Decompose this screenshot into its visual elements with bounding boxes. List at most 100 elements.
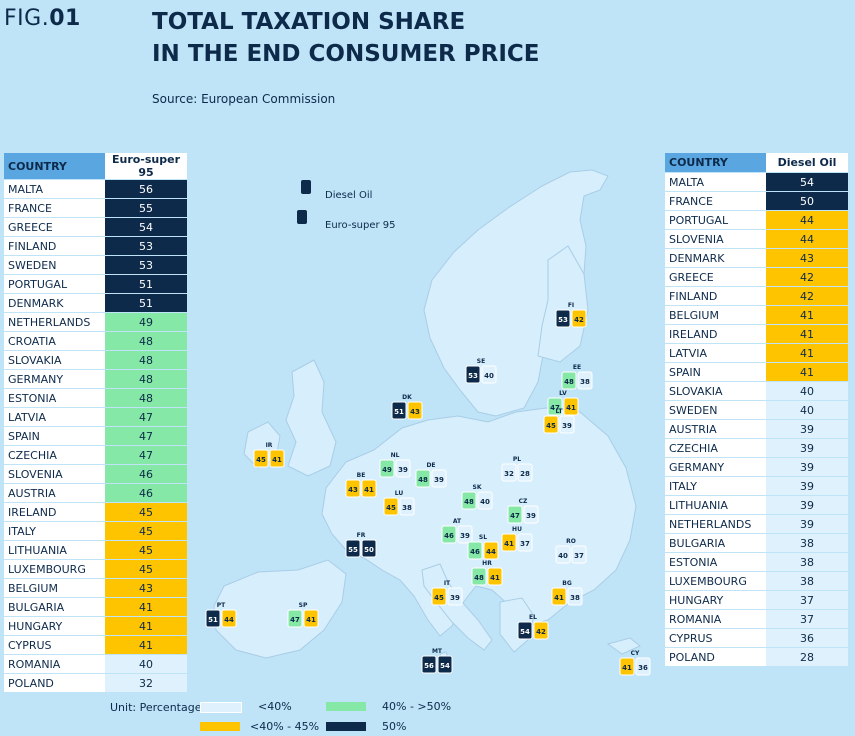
table-row: LITHUANIA 45 bbox=[4, 540, 187, 560]
diesel-pump-hu: 37 bbox=[517, 533, 533, 552]
country-name: ITALY bbox=[665, 476, 766, 496]
pump-value: 51 bbox=[394, 408, 404, 416]
country-name: BULGARIA bbox=[4, 597, 105, 617]
pump-value: 39 bbox=[450, 594, 460, 602]
euro-super-pump-pt: 51 bbox=[205, 609, 221, 628]
pump-value: 37 bbox=[574, 552, 584, 560]
tax-share-value: 42 bbox=[766, 286, 848, 306]
tax-share-value: 39 bbox=[766, 514, 848, 534]
table-row: ESTONIA 38 bbox=[665, 552, 848, 572]
pump-value: 47 bbox=[510, 512, 520, 520]
pump-value: 45 bbox=[256, 456, 266, 464]
pump-value: 40 bbox=[484, 372, 494, 380]
pump-value: 55 bbox=[348, 546, 358, 554]
country-code-label: SK bbox=[473, 484, 482, 491]
diesel-pump-be: 41 bbox=[361, 479, 377, 498]
table-row: ITALY 45 bbox=[4, 521, 187, 541]
pump-body-icon bbox=[501, 463, 517, 482]
table-row: FRANCE 55 bbox=[4, 198, 187, 218]
tax-share-value: 41 bbox=[105, 616, 187, 636]
tax-share-value: 51 bbox=[105, 274, 187, 294]
pump-body-icon bbox=[517, 463, 533, 482]
table-header-fuel: Diesel Oil bbox=[766, 153, 848, 173]
country-name: ITALY bbox=[4, 521, 105, 541]
figure-number: FIG.01 bbox=[4, 6, 81, 31]
pump-body-icon bbox=[501, 533, 517, 552]
tax-share-value: 39 bbox=[766, 457, 848, 477]
tax-share-value: 43 bbox=[105, 578, 187, 598]
tax-share-value: 40 bbox=[766, 381, 848, 401]
table-row: ITALY 39 bbox=[665, 476, 848, 496]
table-row: AUSTRIA 39 bbox=[665, 419, 848, 439]
table-row: DENMARK 43 bbox=[665, 248, 848, 268]
legend-label-dark: 50% bbox=[382, 720, 407, 733]
table-row: NETHERLANDS 39 bbox=[665, 514, 848, 534]
tax-share-value: 48 bbox=[105, 350, 187, 370]
table-row: MALTA 54 bbox=[665, 172, 848, 192]
table-row: BELGIUM 43 bbox=[4, 578, 187, 598]
pump-value: 49 bbox=[382, 466, 392, 474]
country-code-label: BE bbox=[357, 472, 366, 479]
country-code-label: FI bbox=[568, 302, 574, 309]
tax-share-value: 47 bbox=[105, 407, 187, 427]
diesel-pump-at: 39 bbox=[457, 525, 473, 544]
country-code-label: PT bbox=[217, 602, 226, 609]
country-name: FRANCE bbox=[4, 198, 105, 218]
diesel-pump-hr: 41 bbox=[487, 567, 503, 586]
pump-value: 45 bbox=[546, 422, 556, 430]
pump-body-icon bbox=[635, 657, 651, 676]
finland-shape bbox=[537, 245, 589, 363]
pump-value: 41 bbox=[272, 456, 282, 464]
tax-share-value: 38 bbox=[766, 552, 848, 572]
euro-super-pump-sl: 46 bbox=[467, 541, 483, 560]
diesel-pump-sk: 40 bbox=[477, 491, 493, 510]
diesel-pump-ro: 37 bbox=[571, 545, 587, 564]
table-row: GREECE 54 bbox=[4, 217, 187, 237]
tax-share-value: 47 bbox=[105, 445, 187, 465]
euro-super-pump-ir: 45 bbox=[253, 449, 269, 468]
country-code-label: SL bbox=[479, 534, 487, 541]
chart-title: TOTAL TAXATION SHARE IN THE END CONSUMER… bbox=[152, 6, 540, 70]
pump-value: 53 bbox=[558, 316, 568, 324]
diesel-pump-de: 39 bbox=[431, 469, 447, 488]
country-name: SLOVAKIA bbox=[665, 381, 766, 401]
pump-body-icon bbox=[383, 497, 399, 516]
tax-share-value: 41 bbox=[766, 305, 848, 325]
euro-super-pump-sp: 47 bbox=[287, 609, 303, 628]
diesel-pump-it: 39 bbox=[447, 587, 463, 606]
euro-super-pump-hr: 48 bbox=[471, 567, 487, 586]
country-name: NETHERLANDS bbox=[665, 514, 766, 534]
tax-share-value: 50 bbox=[766, 191, 848, 211]
pump-body-icon bbox=[415, 469, 431, 488]
country-name: POLAND bbox=[4, 673, 105, 693]
euro-super-pump-lv: 47 bbox=[547, 397, 563, 416]
pump-value: 41 bbox=[566, 404, 576, 412]
unit-label: Unit: Percentage bbox=[110, 701, 202, 714]
pump-body-icon bbox=[567, 587, 583, 606]
pump-value: 43 bbox=[348, 486, 358, 494]
tax-share-value: 53 bbox=[105, 236, 187, 256]
country-code-label: BG bbox=[562, 580, 572, 587]
pump-body-icon bbox=[577, 371, 593, 390]
euro-super-pump-dk: 51 bbox=[391, 401, 407, 420]
table-row: LITHUANIA 39 bbox=[665, 495, 848, 515]
country-name: HUNGARY bbox=[665, 590, 766, 610]
tax-share-value: 55 bbox=[105, 198, 187, 218]
country-code-label: IT bbox=[444, 580, 451, 587]
tax-share-value: 38 bbox=[766, 533, 848, 553]
pump-value: 41 bbox=[504, 540, 514, 548]
pump-value: 42 bbox=[536, 628, 546, 636]
country-name: CYPRUS bbox=[665, 628, 766, 648]
tax-share-value: 39 bbox=[766, 476, 848, 496]
country-name: BELGIUM bbox=[4, 578, 105, 598]
source-note: Source: European Commission bbox=[152, 92, 336, 106]
pump-body-icon bbox=[551, 587, 567, 606]
tax-share-value: 41 bbox=[766, 343, 848, 363]
pump-value: 54 bbox=[520, 628, 530, 636]
table-row: LATVIA 41 bbox=[665, 343, 848, 363]
table-row: PORTUGAL 51 bbox=[4, 274, 187, 294]
pump-value: 41 bbox=[622, 664, 632, 672]
pump-value: 43 bbox=[410, 408, 420, 416]
diesel-pump-lv: 41 bbox=[563, 397, 579, 416]
